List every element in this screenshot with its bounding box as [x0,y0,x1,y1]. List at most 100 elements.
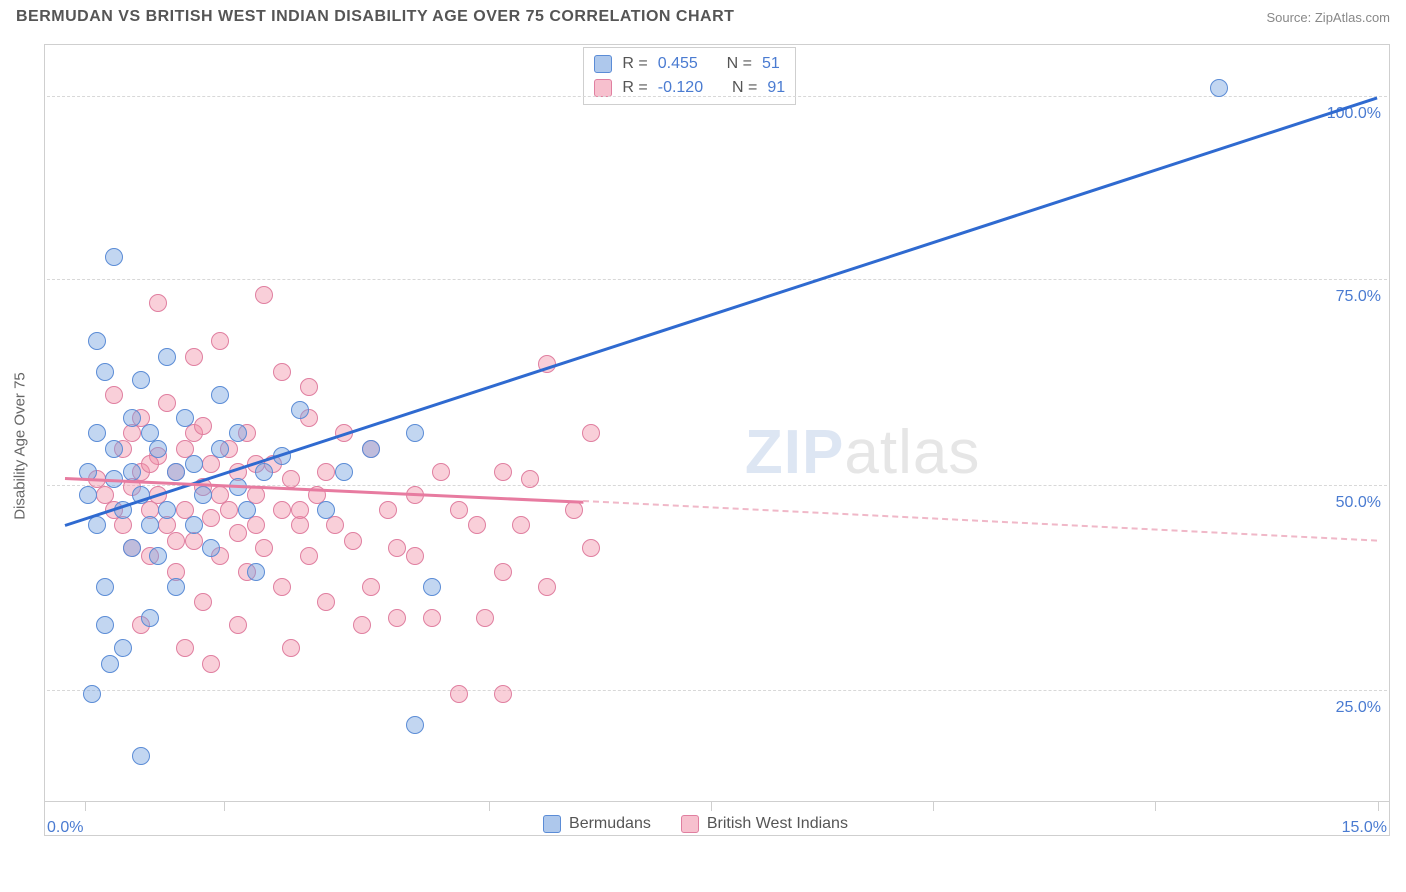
scatter-point-series-a [362,440,380,458]
x-axis-max-label: 15.0% [1342,819,1387,837]
x-tick [489,801,490,811]
scatter-point-series-a [202,539,220,557]
scatter-point-series-b [494,463,512,481]
scatter-point-series-b [521,470,539,488]
scatter-point-series-b [300,547,318,565]
scatter-point-series-a [406,424,424,442]
scatter-point-series-b [432,463,450,481]
scatter-point-series-a [247,563,265,581]
scatter-point-series-a [123,539,141,557]
x-axis-line [45,801,1389,802]
scatter-point-series-b [388,539,406,557]
scatter-point-series-b [114,516,132,534]
scatter-point-series-b [255,286,273,304]
scatter-point-series-b [538,578,556,596]
gridline [47,96,1387,97]
chart-container: ZIPatlas R =0.455 N =51R =-0.120 N =91 B… [44,44,1390,836]
x-axis-min-label: 0.0% [47,819,83,837]
scatter-point-series-b [282,639,300,657]
scatter-point-series-b [468,516,486,534]
scatter-point-series-a [114,639,132,657]
scatter-point-series-a [88,424,106,442]
y-tick-label: 100.0% [1327,105,1381,123]
r-value: 0.455 [658,52,698,76]
scatter-point-series-a [158,348,176,366]
scatter-point-series-a [79,486,97,504]
scatter-point-series-a [211,386,229,404]
scatter-point-series-b [291,501,309,519]
scatter-point-series-a [238,501,256,519]
scatter-point-series-b [202,455,220,473]
stats-row: R =0.455 N =51 [594,52,785,76]
scatter-point-series-a [149,440,167,458]
legend-item: British West Indians [681,815,848,833]
scatter-point-series-b [105,386,123,404]
scatter-point-series-b [450,685,468,703]
scatter-point-series-a [96,616,114,634]
scatter-point-series-a [185,455,203,473]
scatter-point-series-a [88,332,106,350]
scatter-point-series-a [132,747,150,765]
scatter-point-series-b [149,294,167,312]
legend-item: Bermudans [543,815,651,833]
scatter-point-series-b [176,639,194,657]
scatter-point-series-b [273,578,291,596]
series-swatch [594,55,612,73]
scatter-point-series-b [220,501,238,519]
scatter-point-series-b [291,516,309,534]
scatter-point-series-b [167,532,185,550]
scatter-point-series-a [194,486,212,504]
scatter-point-series-b [123,424,141,442]
scatter-point-series-b [494,563,512,581]
plot-area: ZIPatlas R =0.455 N =51R =-0.120 N =91 B… [45,45,1389,835]
r-label: R = [622,52,647,76]
watermark-zip: ZIP [745,418,844,487]
scatter-point-series-a [141,516,159,534]
scatter-point-series-b [194,417,212,435]
scatter-point-series-b [423,609,441,627]
scatter-point-series-b [141,455,159,473]
scatter-point-series-a [141,609,159,627]
scatter-point-series-a [317,501,335,519]
scatter-point-series-b [229,616,247,634]
x-tick [933,801,934,811]
scatter-point-series-b [194,593,212,611]
scatter-point-series-b [185,532,203,550]
scatter-point-series-a [335,463,353,481]
x-tick [711,801,712,811]
scatter-point-series-a [101,655,119,673]
scatter-point-series-a [211,440,229,458]
watermark-atlas: atlas [844,418,980,487]
legend-label: British West Indians [707,815,848,833]
scatter-point-series-a [149,547,167,565]
scatter-point-series-a [88,516,106,534]
scatter-point-series-b [344,532,362,550]
x-tick [224,801,225,811]
scatter-point-series-a [123,463,141,481]
legend-swatch [543,815,561,833]
y-axis-label: Disability Age Over 75 [12,372,29,520]
x-tick [85,801,86,811]
scatter-point-series-b [282,470,300,488]
chart-title: BERMUDAN VS BRITISH WEST INDIAN DISABILI… [16,8,734,26]
scatter-point-series-b [379,501,397,519]
scatter-point-series-b [247,516,265,534]
scatter-point-series-a [185,516,203,534]
scatter-point-series-b [512,516,530,534]
trend-line-series-b-extrapolated [583,500,1377,542]
scatter-point-series-b [326,516,344,534]
scatter-point-series-b [582,424,600,442]
x-tick [1378,801,1379,811]
scatter-point-series-a [132,371,150,389]
x-tick [1155,801,1156,811]
scatter-point-series-a [96,578,114,596]
scatter-point-series-a [423,578,441,596]
scatter-point-series-b [494,685,512,703]
legend: Bermudans British West Indians [543,815,848,833]
legend-label: Bermudans [569,815,651,833]
scatter-point-series-b [406,547,424,565]
scatter-point-series-b [450,501,468,519]
scatter-point-series-b [202,509,220,527]
scatter-point-series-b [317,463,335,481]
watermark: ZIPatlas [745,417,980,488]
